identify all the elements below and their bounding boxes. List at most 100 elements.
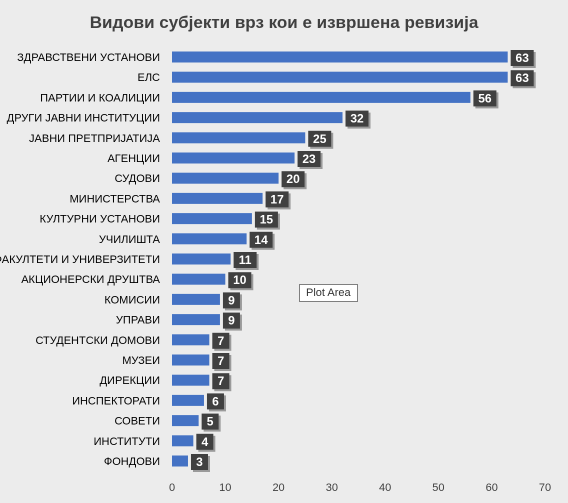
data-label: 17 xyxy=(270,192,284,206)
category-label: КОМИСИИ xyxy=(104,294,160,306)
bar[interactable] xyxy=(172,213,252,225)
bar[interactable] xyxy=(172,152,295,164)
category-label: СТУДЕНТСКИ ДОМОВИ xyxy=(35,335,160,347)
bar[interactable] xyxy=(172,253,231,265)
data-label: 63 xyxy=(516,51,530,65)
data-label-box xyxy=(190,454,208,470)
x-tick-label: 10 xyxy=(219,482,231,494)
data-label-box xyxy=(297,151,321,167)
bar[interactable] xyxy=(172,233,247,245)
bar[interactable] xyxy=(172,293,220,305)
category-label: ФОНДОВИ xyxy=(104,456,160,468)
x-tick-label: 40 xyxy=(379,482,391,494)
data-label: 23 xyxy=(302,152,316,166)
data-label-box xyxy=(473,90,497,107)
bars-group xyxy=(172,51,508,467)
data-label: 10 xyxy=(233,273,247,287)
data-label: 3 xyxy=(196,455,203,469)
data-label-box xyxy=(212,373,230,390)
data-label-box xyxy=(206,393,224,410)
category-label: СУДОВИ xyxy=(115,173,160,185)
category-label: АКЦИОНЕРСКИ ДРУШТВА xyxy=(21,274,160,286)
data-label: 56 xyxy=(478,91,492,105)
category-label: ДИРЕКЦИИ xyxy=(100,375,160,387)
data-label: 32 xyxy=(350,112,364,126)
data-label-box xyxy=(222,292,240,309)
category-label: КУЛТУРНИ УСТАНОВИ xyxy=(40,214,160,226)
bar[interactable] xyxy=(172,354,210,366)
x-tick-label: 50 xyxy=(432,482,444,494)
category-label: АГЕНЦИИ xyxy=(107,153,160,165)
x-tick-label: 0 xyxy=(169,482,175,494)
x-tick-label: 30 xyxy=(326,482,338,494)
data-label-box xyxy=(281,171,305,188)
x-tick-label: 70 xyxy=(539,482,551,494)
category-label: МУЗЕИ xyxy=(122,355,160,367)
bar[interactable] xyxy=(172,192,263,204)
bar[interactable] xyxy=(172,415,199,427)
bar[interactable] xyxy=(172,314,220,326)
x-tick-label: 60 xyxy=(486,482,498,494)
data-label: 7 xyxy=(217,374,224,388)
data-label: 4 xyxy=(201,435,208,449)
category-label: МИНИСТЕРСТВА xyxy=(70,193,161,205)
bar[interactable] xyxy=(172,273,226,285)
plot-area-tooltip: Plot Area xyxy=(299,284,358,302)
category-label: ЕЛС xyxy=(138,72,161,84)
bar[interactable] xyxy=(172,172,279,184)
bar[interactable] xyxy=(172,435,194,447)
category-label: СОВЕТИ xyxy=(114,416,160,428)
data-label-box xyxy=(228,272,252,289)
category-label: ДРУГИ ЈАВНИ ИНСТИТУЦИИ xyxy=(7,113,160,125)
bar[interactable] xyxy=(172,91,471,103)
data-label: 6 xyxy=(212,394,219,408)
data-label: 7 xyxy=(217,334,224,348)
data-label-box xyxy=(233,252,257,268)
category-label: ПАРТИИ И КОАЛИЦИИ xyxy=(40,92,160,104)
category-label: УПРАВИ xyxy=(116,315,160,327)
data-label-box xyxy=(222,312,240,329)
bar[interactable] xyxy=(172,51,508,63)
data-label: 14 xyxy=(254,233,268,247)
data-label: 9 xyxy=(228,293,235,307)
chart-title: Видови субјекти врз кои е извршена ревиз… xyxy=(90,13,479,32)
bar[interactable] xyxy=(172,394,204,406)
x-tick-label: 20 xyxy=(272,482,284,494)
data-label-box xyxy=(265,191,289,208)
category-label: ИНСПЕКТОРАТИ xyxy=(72,395,160,407)
data-label-box xyxy=(510,50,534,66)
data-label-box xyxy=(345,110,369,127)
data-label: 25 xyxy=(313,132,327,146)
data-label: 63 xyxy=(516,71,530,85)
data-label-box xyxy=(212,332,230,349)
data-label-box xyxy=(249,231,273,248)
data-label-box xyxy=(196,433,214,450)
data-label: 20 xyxy=(286,172,300,186)
bar[interactable] xyxy=(172,132,306,144)
bar[interactable] xyxy=(172,334,210,346)
category-label: УЧИЛИШТА xyxy=(99,234,161,246)
bar[interactable] xyxy=(172,374,210,386)
x-axis-ticks-group: 0 10 20 30 40 50 60 70 xyxy=(169,482,551,494)
bar[interactable] xyxy=(172,71,508,83)
data-label-box xyxy=(510,70,534,87)
category-label: ЗДРАВСТВЕНИ УСТАНОВИ xyxy=(17,52,160,64)
bar[interactable] xyxy=(172,455,188,467)
bar[interactable] xyxy=(172,112,343,124)
data-label-box xyxy=(308,130,332,147)
data-label-box xyxy=(201,413,219,430)
data-label: 7 xyxy=(217,354,224,368)
data-label-box xyxy=(212,353,230,369)
category-label: ЈАВНИ ПРЕТПРИЈАТИЈА xyxy=(29,133,161,145)
data-label: 9 xyxy=(228,314,235,328)
data-label: 11 xyxy=(239,253,252,267)
data-label: 15 xyxy=(260,213,274,227)
category-label: ФАКУЛТЕТИ И УНИВЕРЗИТЕТИ xyxy=(0,254,160,266)
category-labels-group: ЗДРАВСТВЕНИ УСТАНОВИ ЕЛС ПАРТИИ И КОАЛИЦИИ… xyxy=(0,52,161,468)
data-label-box xyxy=(254,211,278,228)
data-label: 5 xyxy=(207,415,214,429)
category-label: ИНСТИТУТИ xyxy=(94,436,160,448)
